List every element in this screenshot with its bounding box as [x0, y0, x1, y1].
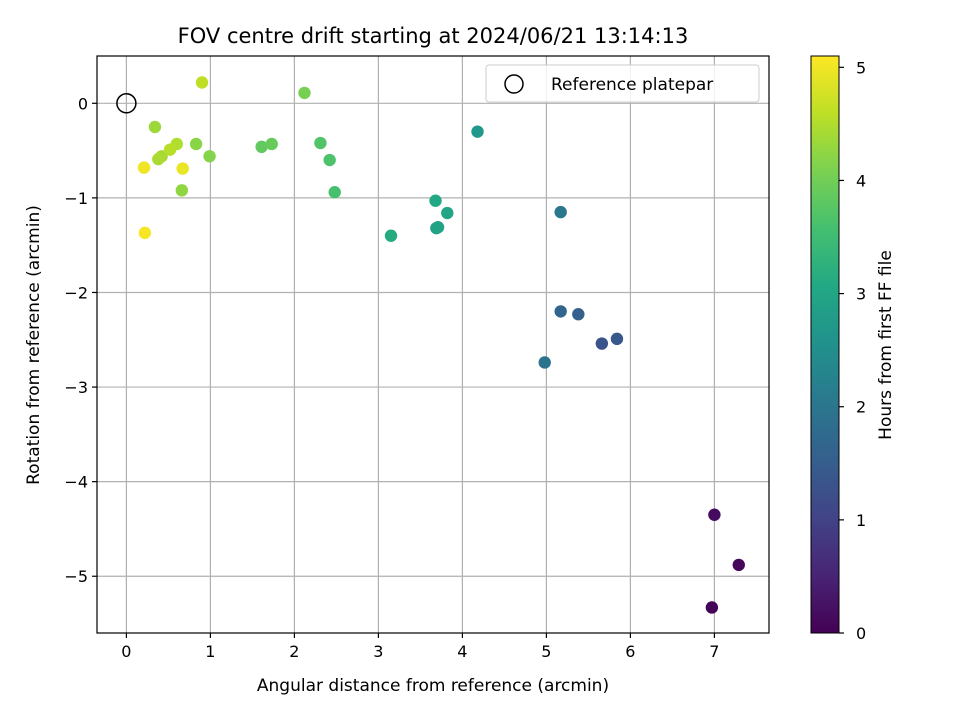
y-tick-label: 0: [78, 94, 88, 113]
x-tick-label: 3: [373, 642, 383, 661]
legend-label: Reference platepar: [551, 75, 713, 95]
data-point: [203, 150, 216, 163]
data-point: [554, 205, 567, 219]
colorbar-ticks: 0 1 2 3 4 5: [839, 58, 866, 643]
y-tick-label: −3: [64, 378, 88, 397]
x-tick-label: 6: [625, 642, 635, 661]
data-point: [595, 337, 609, 350]
x-axis-label: Angular distance from reference (arcmin): [257, 676, 609, 696]
data-point: [314, 136, 327, 150]
y-tick-label: −1: [64, 189, 88, 208]
data-point: [137, 161, 151, 174]
data-point: [265, 137, 278, 151]
grid-lines: [97, 56, 769, 633]
x-tick-label: 1: [205, 642, 215, 661]
data-point: [554, 305, 567, 318]
colorbar-tick-label: 5: [856, 58, 866, 77]
x-tick-label: 7: [709, 642, 719, 661]
data-point: [152, 152, 165, 166]
colorbar-tick-label: 3: [856, 285, 866, 304]
legend-box: [485, 64, 760, 103]
data-point: [176, 162, 189, 175]
y-axis-ticks: 0 −1 −2 −3 −4 −5: [64, 94, 97, 586]
legend: Reference platepar: [485, 64, 760, 103]
y-tick-label: −4: [64, 473, 88, 492]
data-point: [429, 194, 442, 207]
data-point: [538, 356, 551, 369]
colorbar-tick-label: 0: [856, 624, 866, 643]
x-tick-label: 5: [541, 642, 551, 661]
data-point: [431, 221, 445, 234]
data-point: [175, 184, 189, 197]
data-point: [255, 140, 268, 154]
data-point: [441, 206, 454, 220]
data-point: [572, 308, 585, 321]
data-point: [705, 601, 719, 614]
chart-title: FOV centre drift starting at 2024/06/21 …: [178, 24, 689, 48]
data-point: [163, 143, 177, 156]
data-point: [708, 508, 721, 521]
colorbar-label: Hours from first FF file: [876, 250, 896, 440]
data-point: [298, 86, 311, 100]
reference-platepar-marker: [116, 93, 137, 114]
colorbar-tick-label: 4: [856, 171, 866, 190]
y-axis-label: Rotation from reference (arcmin): [24, 205, 44, 485]
data-point: [610, 332, 624, 346]
data-point: [384, 229, 398, 242]
x-tick-label: 4: [457, 642, 467, 661]
plot-frame: [96, 55, 770, 634]
x-tick-label: 2: [289, 642, 299, 661]
data-points: [116, 76, 745, 614]
y-tick-label: −5: [64, 567, 88, 586]
data-point: [195, 76, 209, 89]
x-axis-ticks: 0 1 2 3 4 5 6 7: [121, 633, 719, 661]
data-point: [189, 137, 203, 151]
data-point: [471, 125, 484, 138]
colorbar-tick-label: 2: [856, 398, 866, 417]
colorbar: [810, 55, 840, 634]
data-point: [148, 120, 162, 134]
y-tick-label: −2: [64, 283, 88, 302]
data-point: [328, 186, 341, 199]
data-point: [732, 558, 745, 572]
colorbar-tick-label: 1: [856, 511, 866, 530]
data-point: [323, 153, 336, 167]
x-tick-label: 0: [121, 642, 131, 661]
legend-marker-icon: [504, 74, 524, 94]
data-point: [138, 226, 152, 240]
